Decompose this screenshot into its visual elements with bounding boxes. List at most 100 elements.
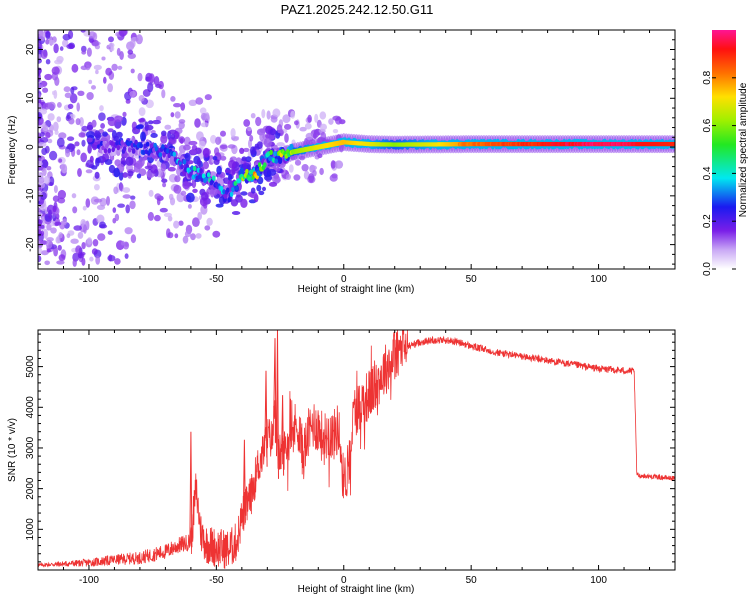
heatmap-blob — [206, 217, 213, 226]
heatmap-blob — [150, 164, 158, 174]
heatmap-blob — [38, 142, 47, 147]
heatmap-blob — [241, 156, 247, 162]
heatmap-ridge-core — [274, 158, 279, 164]
heatmap-blob — [54, 76, 60, 87]
heatmap-blob — [87, 144, 92, 154]
heatmap-ridge-core — [139, 143, 143, 149]
heatmap-blob — [38, 93, 42, 99]
heatmap-ridge-core — [127, 147, 132, 153]
heatmap-blob — [54, 221, 62, 226]
heatmap-blob — [92, 32, 98, 41]
heatmap-blob — [63, 86, 71, 93]
heatmap-blob — [78, 132, 86, 138]
heatmap-blob — [137, 72, 143, 82]
heatmap-blob — [196, 158, 202, 167]
heatmap-blob — [130, 68, 135, 74]
heatmap-blob — [213, 159, 220, 165]
heatmap-blob — [46, 223, 52, 231]
heatmap-blob — [83, 224, 87, 234]
heatmap-blob — [76, 149, 81, 156]
heatmap-blob — [107, 255, 116, 262]
heatmap-blob — [53, 246, 58, 257]
heatmap-blob — [135, 124, 144, 130]
x-tick-label: 0 — [341, 575, 347, 586]
heatmap-blob — [138, 156, 145, 167]
heatmap-ridge-core — [149, 143, 154, 149]
heatmap-blob — [173, 184, 182, 194]
heatmap-blob — [101, 56, 106, 61]
heatmap-blob — [51, 66, 60, 75]
heatmap-blob — [184, 152, 191, 162]
heatmap-blob — [86, 124, 94, 131]
heatmap-blob — [57, 197, 66, 204]
heatmap-blob — [53, 43, 59, 54]
heatmap-blob — [301, 164, 309, 172]
heatmap-blob — [153, 76, 160, 86]
heatmap-blob — [52, 90, 56, 96]
heatmap-ridge-core — [102, 140, 106, 146]
heatmap-blob — [112, 207, 117, 213]
heatmap-ridge-core — [180, 164, 184, 170]
heatmap-blob — [81, 50, 87, 55]
heatmap-ridge-core — [263, 162, 267, 168]
heatmap-ridge-core — [122, 146, 127, 152]
heatmap-ridge-core — [212, 175, 216, 181]
heatmap-blob — [71, 63, 79, 73]
y-tick-label: 5000 — [25, 355, 36, 378]
heatmap-blob — [45, 39, 50, 45]
heatmap-blob — [169, 197, 176, 206]
heatmap-blob — [86, 47, 92, 57]
heatmap-blob — [73, 225, 82, 231]
heatmap-blob — [122, 194, 132, 199]
heatmap-blob — [220, 144, 228, 149]
colorbar-label: Normalized spectral amplitude — [738, 82, 749, 217]
heatmap-blob — [119, 51, 124, 60]
heatmap-blob — [95, 134, 101, 141]
heatmap-ridge-core — [206, 172, 211, 178]
heatmap-blob — [38, 111, 43, 121]
heatmap-blob — [75, 118, 81, 126]
heatmap-blob — [71, 193, 77, 199]
heatmap-blob — [148, 73, 155, 84]
y-tick-label: -20 — [25, 237, 36, 252]
snr-x-axis-label: Height of straight line (km) — [298, 584, 415, 595]
heatmap-blob — [122, 111, 127, 117]
heatmap-blob — [294, 120, 299, 126]
heatmap-blob — [38, 224, 42, 232]
heatmap-blob — [47, 113, 55, 121]
heatmap-blob — [127, 49, 134, 55]
heatmap-blob — [86, 237, 93, 245]
heatmap-blob — [180, 190, 187, 196]
heatmap-blob — [282, 114, 291, 124]
heatmap-blob — [249, 135, 254, 142]
heatmap-blob — [170, 112, 175, 118]
heatmap-blob — [43, 175, 51, 185]
heatmap-blob — [122, 187, 131, 193]
heatmap-blob — [319, 123, 327, 131]
snr-spikes — [189, 330, 285, 548]
heatmap-ridge-core — [269, 149, 273, 155]
heatmap-blob — [118, 30, 127, 37]
heatmap-blob — [42, 87, 49, 93]
heatmap-blob — [41, 147, 48, 156]
heatmap-blob — [54, 59, 63, 65]
heatmap-blob — [38, 219, 43, 224]
heatmap-blob — [135, 34, 143, 45]
heatmap-blob — [178, 119, 186, 124]
heatmap-blob — [255, 116, 262, 127]
heatmap-ridge-core — [182, 159, 187, 165]
heatmap-blob — [117, 65, 123, 70]
heatmap-blob — [38, 72, 41, 82]
snr-background — [38, 330, 675, 570]
heatmap-blob — [167, 232, 174, 239]
heatmap-blob — [308, 173, 315, 183]
heatmap-blob — [230, 199, 239, 207]
heatmap-blob — [148, 189, 154, 197]
heatmap-blob — [114, 258, 121, 265]
heatmap-blob — [104, 159, 113, 165]
y-tick-label: 0 — [25, 144, 36, 150]
heatmap-blob — [38, 103, 42, 112]
heatmap-blob — [182, 235, 189, 244]
heatmap-blob — [140, 131, 146, 142]
